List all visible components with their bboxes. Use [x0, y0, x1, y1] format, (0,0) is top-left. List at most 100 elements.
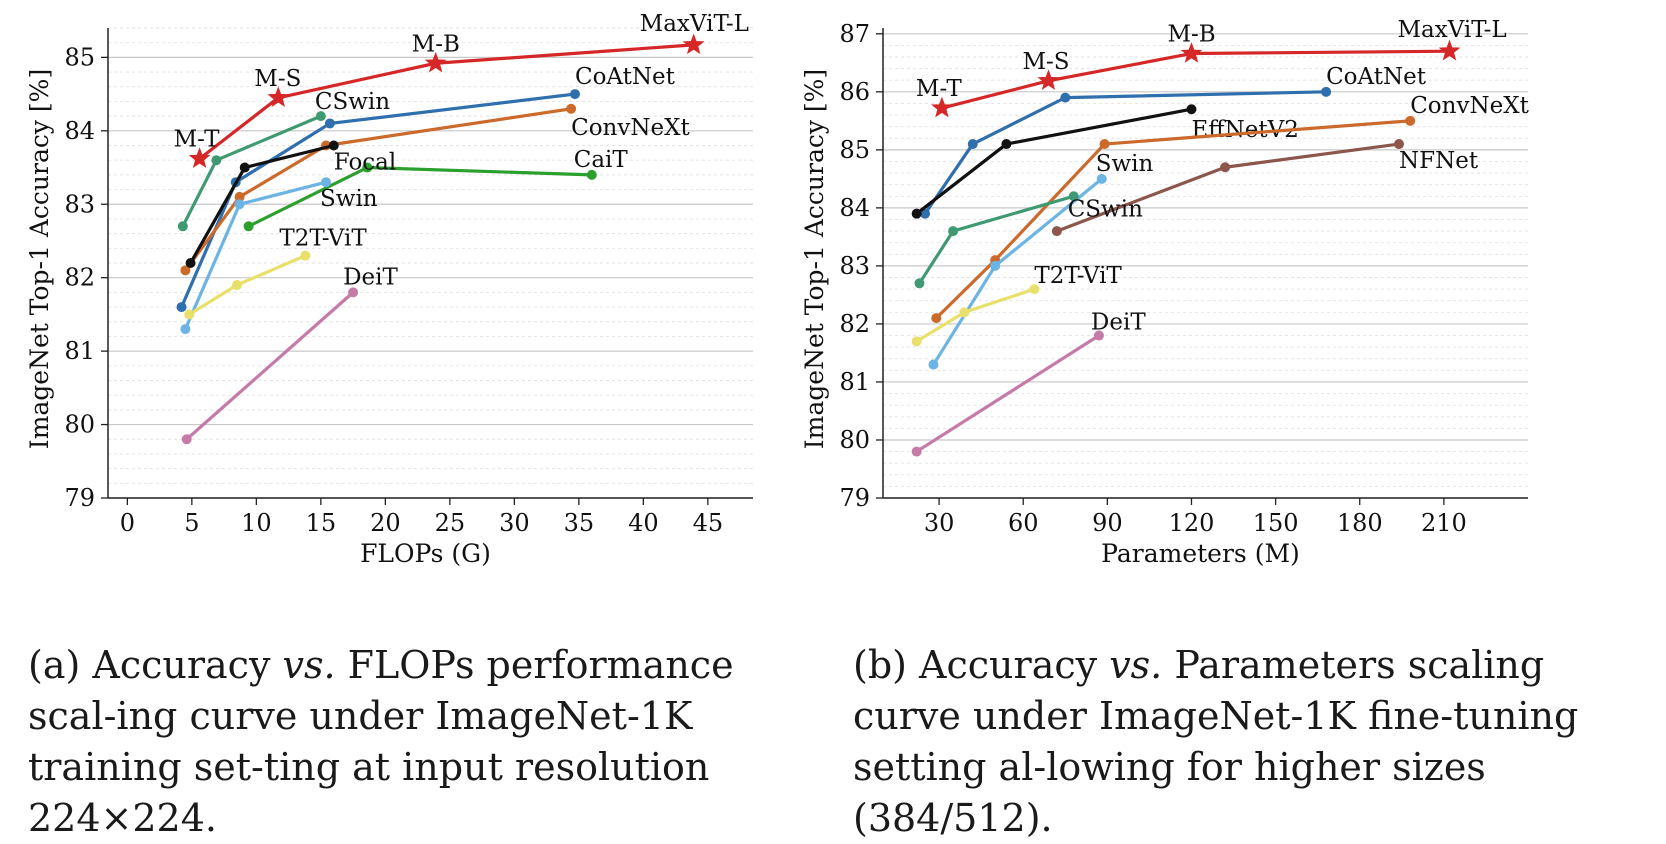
params-label-t2t-vit: T2T-ViT [1034, 263, 1122, 289]
flops-x-tick-label: 25 [435, 509, 466, 537]
params-x-tick-label: 180 [1337, 509, 1383, 537]
params-point-maxvit-l [931, 96, 953, 118]
flops-point-deit [181, 434, 192, 445]
flops-label-cswin: CSwin [315, 89, 390, 115]
params-series-deit: DeiT [911, 310, 1146, 457]
flops-point-cait [243, 221, 254, 232]
flops-line-maxvit-l [198, 43, 694, 160]
params-point-effnetv2 [1001, 139, 1012, 150]
flops-y-axis-label: ImageNet Top-1 Accuracy [%] [25, 69, 54, 449]
caption-b-prefix: (b) Accuracy [853, 643, 1110, 687]
params-y-tick-label: 82 [839, 310, 870, 338]
flops-point-cait [586, 169, 597, 180]
flops-label-m-s: M-S [254, 66, 301, 92]
params-y-tick-label: 81 [839, 368, 870, 396]
params-x-axis-label: Parameters (M) [1101, 539, 1300, 568]
params-point-convnext [1405, 115, 1416, 126]
flops-y-tick-label: 82 [64, 264, 95, 292]
flops-point-t2t-vit [300, 250, 311, 261]
params-label-m-b: M-B [1167, 22, 1215, 48]
params-y-axis-label: ImageNet Top-1 Accuracy [%] [800, 69, 829, 449]
flops-point-coatnet [324, 118, 335, 129]
params-point-convnext [1099, 139, 1110, 150]
flops-point-coatnet [569, 89, 580, 100]
caption-a: (a) Accuracy vs. FLOPs performance scal-… [28, 640, 828, 844]
flops-label-cait: CaiT [574, 147, 629, 173]
params-label-m-t: M-T [916, 76, 963, 102]
flops-label-swin: Swin [320, 186, 378, 212]
params-label-cswin: CSwin [1068, 196, 1143, 222]
params-point-swin [990, 260, 1001, 271]
params-point-coatnet [1060, 92, 1071, 103]
params-point-swin [928, 359, 939, 370]
flops-point-maxvit-l [267, 86, 290, 108]
flops-x-tick-label: 10 [241, 509, 272, 537]
params-point-t2t-vit [959, 307, 970, 318]
params-label-swin: Swin [1096, 151, 1154, 177]
params-series-maxvit-l: M-T M-S M-B MaxViT-L [916, 17, 1507, 118]
params-y-tick-label: 80 [839, 426, 870, 454]
flops-point-maxvit-l [424, 51, 447, 73]
params-y-tick-label: 83 [839, 252, 870, 280]
params-point-nfnet [1051, 226, 1062, 237]
params-point-convnext [931, 313, 942, 324]
params-y-tick-label: 86 [839, 78, 870, 106]
flops-point-focal [185, 258, 196, 268]
flops-x-tick-label: 45 [693, 509, 724, 537]
flops-line-t2t-vit [188, 254, 307, 316]
flops-label-t2t-vit: T2T-ViT [279, 226, 367, 252]
params-x-tick-label: 150 [1253, 509, 1299, 537]
params-point-deit [911, 446, 922, 457]
params-series-coatnet: CoAtNet [920, 64, 1427, 219]
params-point-coatnet [967, 139, 978, 150]
flops-x-tick-label: 20 [370, 509, 401, 537]
params-point-nfnet [1220, 162, 1231, 173]
params-label-maxvit-l: MaxViT-L [1397, 17, 1506, 43]
params-x-tick-label: 60 [1008, 509, 1039, 537]
flops-series-cswin: CSwin [177, 89, 390, 232]
flops-label-focal: Focal [334, 150, 397, 176]
params-y-tick-label: 85 [839, 136, 870, 164]
flops-label-deit: DeiT [343, 264, 398, 290]
caption-a-prefix: (a) Accuracy [28, 643, 283, 687]
flops-x-tick-label: 40 [628, 509, 659, 537]
params-point-effnetv2 [1186, 104, 1197, 115]
flops-point-convnext [234, 191, 245, 202]
params-point-maxvit-l [1438, 39, 1461, 61]
flops-line-deit [185, 291, 355, 441]
params-y-tick-label: 79 [839, 484, 870, 512]
flops-series-swin: Swin [180, 177, 378, 335]
params-line-deit [915, 334, 1100, 453]
flops-x-tick-label: 5 [184, 509, 199, 537]
params-x-tick-label: 210 [1421, 509, 1467, 537]
params-point-effnetv2 [911, 208, 922, 219]
params-series-swin: Swin [928, 151, 1154, 370]
params-label-nfnet: NFNet [1399, 148, 1479, 174]
chart-flops: 0 5 10 15 20 25 30 35 40 45 79 80 81 82 83 84 85 FLOPs (G… [25, 11, 753, 568]
flops-x-tick-label: 0 [120, 509, 135, 537]
flops-x-tick-label: 30 [499, 509, 530, 537]
flops-label-maxvit-l: MaxViT-L [640, 11, 749, 37]
params-label-deit: DeiT [1091, 310, 1146, 336]
flops-label-coatnet: CoAtNet [575, 64, 676, 90]
flops-y-tick-label: 85 [64, 43, 95, 71]
chart-parameters: 30 60 90 120 150 180 210 79 80 81 82 83 84 85 86 87 Para… [800, 17, 1530, 568]
flops-point-cswin [315, 111, 326, 122]
flops-x-axis-label: FLOPs (G) [360, 539, 491, 568]
flops-series-deit: DeiT [181, 264, 399, 445]
caption-b: (b) Accuracy vs. Parameters scaling curv… [853, 640, 1653, 844]
params-label-m-s: M-S [1022, 49, 1069, 75]
flops-y-tick-label: 80 [64, 411, 95, 439]
params-line-maxvit-l [941, 49, 1450, 110]
params-x-tick-label: 120 [1169, 509, 1215, 537]
params-label-coatnet: CoAtNet [1326, 64, 1427, 90]
flops-point-t2t-vit [184, 309, 195, 320]
params-y-tick-label: 87 [839, 20, 870, 48]
params-point-maxvit-l [1180, 42, 1203, 63]
params-line-coatnet [923, 90, 1327, 215]
flops-line-coatnet [180, 92, 576, 308]
flops-point-swin [321, 177, 332, 188]
figure: 0 5 10 15 20 25 30 35 40 45 79 80 81 82 83 84 85 FLOPs (G… [25, 11, 1530, 568]
flops-y-tick-label: 79 [64, 484, 95, 512]
caption-b-vs: vs. [1109, 643, 1163, 687]
